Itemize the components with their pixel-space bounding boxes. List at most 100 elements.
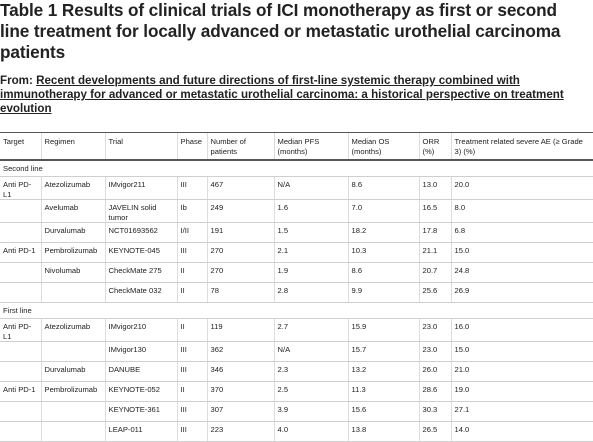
table-cell: 8.0 [450, 199, 593, 223]
table-row: Nivolumab CheckMate 275 II 270 1.9 8.6 20.7 24.… [0, 262, 593, 283]
table-body: Second line Anti PD-L1 Atezolizumab IMvigor… [0, 160, 593, 442]
table-cell: CheckMate 275 [104, 262, 177, 283]
source-prefix: From: [0, 74, 37, 87]
table-row: Avelumab JAVELIN solid tumor Ib 249 1.6 7.0 16… [0, 199, 593, 223]
table-cell: 3.9 [273, 401, 348, 422]
table-cell: 2.3 [273, 361, 348, 382]
table-cell: II [176, 318, 207, 342]
table-cell: KEYNOTE-045 [104, 242, 177, 263]
table-cell: 15.9 [347, 318, 419, 342]
section-label: Second line [0, 160, 593, 177]
table-cell: 26.5 [418, 421, 451, 442]
table-cell: 26.9 [450, 282, 593, 303]
table-cell: 13.2 [347, 361, 419, 382]
table-cell: Nivolumab [40, 262, 105, 283]
table-cell [0, 222, 41, 243]
source-line: From: Recent developments and future dir… [0, 74, 590, 116]
column-header: ORR (%) [418, 132, 451, 161]
table-cell: 270 [206, 262, 274, 283]
table-row: IMvigor130 III 362 N/A 15.7 23.0 15.0 [0, 341, 593, 362]
table-cell: 26.0 [418, 361, 451, 382]
table-cell [0, 421, 41, 442]
results-table: Target Regimen Trial Phase Number of patient… [0, 132, 593, 442]
table-cell: 15.0 [450, 341, 593, 362]
table-cell: 467 [206, 176, 274, 200]
table-row: Anti PD-1 Pembrolizumab KEYNOTE-045 III 270 2… [0, 242, 593, 263]
table-cell: 16.5 [418, 199, 451, 223]
table-cell: Pembrolizumab [40, 242, 105, 263]
table-cell: KEYNOTE-361 [104, 401, 177, 422]
table-cell: 17.8 [418, 222, 451, 243]
table-cell: 119 [206, 318, 274, 342]
column-header: Regimen [40, 132, 105, 161]
table-row: Durvalumab NCT01693562 I/II 191 1.5 18.2 17.8 6… [0, 222, 593, 243]
table-cell: N/A [273, 341, 348, 362]
table-cell: 1.5 [273, 222, 348, 243]
section-row: First line [0, 302, 593, 319]
table-cell: 20.7 [418, 262, 451, 283]
table-cell: 11.3 [347, 381, 419, 402]
table-cell: Durvalumab [40, 222, 105, 243]
table-cell: 1.6 [273, 199, 348, 223]
table-cell: 270 [206, 242, 274, 263]
table-cell [40, 421, 105, 442]
table-cell: 24.8 [450, 262, 593, 283]
table-cell: 28.6 [418, 381, 451, 402]
table-cell: 21.1 [418, 242, 451, 263]
table-row: CheckMate 032 II 78 2.8 9.9 25.6 26.9 [0, 282, 593, 303]
table-cell [0, 401, 41, 422]
table-cell: DANUBE [104, 361, 177, 382]
section-row: Second line [0, 160, 593, 177]
table-cell [40, 341, 105, 362]
table-cell: 13.0 [418, 176, 451, 200]
table-cell [0, 262, 41, 283]
column-header: Target [0, 132, 41, 161]
table-cell: Durvalumab [40, 361, 105, 382]
table-cell: 13.8 [347, 421, 419, 442]
table-cell: I/II [176, 222, 207, 243]
table-cell: CheckMate 032 [104, 282, 177, 303]
table-row: Anti PD-L1 Atezolizumab IMvigor210 II 119 2.7… [0, 318, 593, 342]
header-row: Target Regimen Trial Phase Number of patient… [0, 132, 593, 161]
table-row: Anti PD-L1 Atezolizumab IMvigor211 III 467 N/… [0, 176, 593, 200]
table-cell: Anti PD-1 [0, 381, 41, 402]
column-header: Treatment related severe AE (≥ Grade 3) … [450, 132, 593, 161]
table-cell: 2.5 [273, 381, 348, 402]
table-cell: III [176, 401, 207, 422]
column-header: Phase [176, 132, 207, 161]
table-cell [40, 401, 105, 422]
table-cell: 78 [206, 282, 274, 303]
table-cell: 2.8 [273, 282, 348, 303]
table-cell: Atezolizumab [40, 318, 105, 342]
table-cell: 362 [206, 341, 274, 362]
table-cell [0, 282, 41, 303]
table-cell: 16.0 [450, 318, 593, 342]
table-cell: 15.6 [347, 401, 419, 422]
table-cell: N/A [273, 176, 348, 200]
table-cell: 23.0 [418, 341, 451, 362]
table-cell: 15.0 [450, 242, 593, 263]
table-cell: Atezolizumab [40, 176, 105, 200]
source-article-link[interactable]: Recent developments and future direction… [0, 74, 564, 115]
table-cell: II [176, 282, 207, 303]
table-title: Table 1 Results of clinical trials of IC… [0, 0, 561, 62]
table-cell: II [176, 262, 207, 283]
table-cell: 25.6 [418, 282, 451, 303]
table-cell: III [176, 242, 207, 263]
table-header: Target Regimen Trial Phase Number of patient… [0, 132, 593, 161]
table-cell: 191 [206, 222, 274, 243]
table-cell: Anti PD-1 [0, 242, 41, 263]
table-cell: II [176, 381, 207, 402]
table-cell: 27.1 [450, 401, 593, 422]
table-cell: 1.9 [273, 262, 348, 283]
table-cell: 8.6 [347, 176, 419, 200]
column-header: Number of patients [206, 132, 274, 161]
table-cell: 249 [206, 199, 274, 223]
table-cell: III [176, 341, 207, 362]
table-cell: 18.2 [347, 222, 419, 243]
table-cell: 223 [206, 421, 274, 442]
table-cell: 346 [206, 361, 274, 382]
table-cell [0, 361, 41, 382]
column-header: Median OS (months) [347, 132, 419, 161]
table-cell: LEAP-011 [104, 421, 177, 442]
